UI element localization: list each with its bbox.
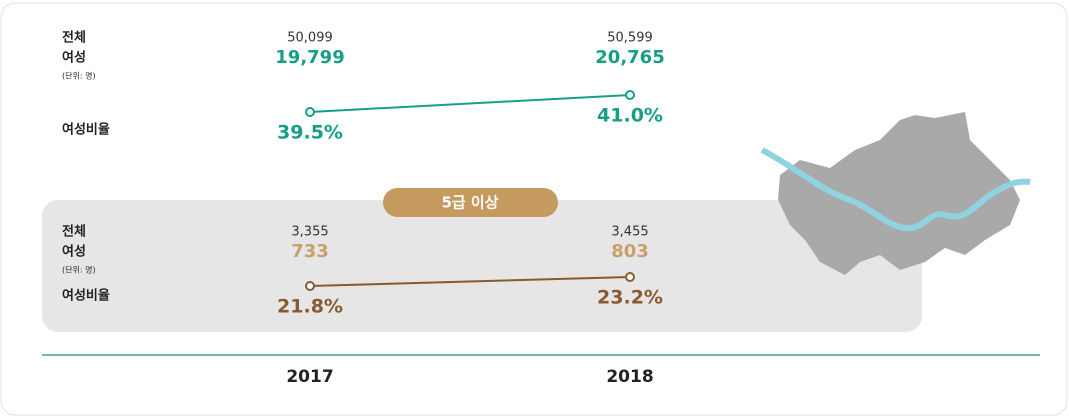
row-label: (단위: 명)	[62, 265, 96, 275]
ratio-value: 21.8%	[277, 296, 343, 318]
total-value: 3,355	[291, 225, 328, 240]
ratio-line	[309, 94, 631, 113]
row-label: (단위: 명)	[62, 71, 96, 81]
total-value: 50,599	[607, 31, 653, 46]
row-label: 여성비율	[62, 122, 110, 138]
row-label: 전체	[62, 30, 86, 46]
ratio-line	[309, 276, 631, 287]
row-label: 여성비율	[62, 288, 110, 304]
ratio-point	[625, 272, 635, 282]
ratio-value: 41.0%	[597, 105, 663, 127]
river	[760, 147, 1031, 232]
ratio-value: 39.5%	[277, 122, 343, 144]
map-shape	[778, 112, 1020, 275]
row-label: 여성	[62, 244, 86, 260]
row-label: 여성	[62, 50, 86, 66]
female-value: 733	[291, 241, 329, 262]
female-value: 20,765	[595, 47, 664, 68]
seoul-map	[760, 112, 1031, 275]
year-label: 2017	[286, 367, 333, 387]
female-value: 803	[611, 241, 649, 262]
year-label: 2018	[606, 367, 653, 387]
row-label: 전체	[62, 224, 86, 240]
total-value: 3,455	[611, 225, 648, 240]
badge	[383, 188, 558, 217]
ratio-value: 23.2%	[597, 287, 663, 309]
ratio-point	[305, 107, 315, 117]
badge-text: 5급 이상	[441, 194, 498, 212]
ratio-point	[625, 90, 635, 100]
female-value: 19,799	[275, 47, 344, 68]
ratio-point	[305, 281, 315, 291]
highlight-box	[42, 200, 922, 332]
total-value: 50,099	[287, 31, 333, 46]
